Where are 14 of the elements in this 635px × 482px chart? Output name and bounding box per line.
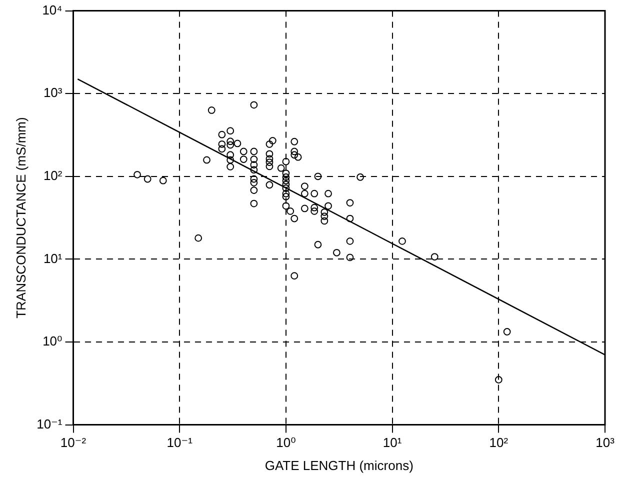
y-tick-label: 10⁰ [42,334,62,349]
y-axis-title: TRANSCONDUCTANCE (mS/mm) [13,117,28,318]
y-tick-label: 10¹ [43,250,63,266]
y-tick-label: 10² [43,168,63,183]
y-tick-label: 10⁴ [42,2,62,18]
x-tick-label: 10³ [596,435,616,450]
x-tick-label: 10⁻¹ [166,435,194,450]
y-tick-label: 10³ [43,85,63,100]
x-tick-label: 10¹ [382,435,402,450]
x-tick-label: 10² [489,435,509,450]
x-tick-label: 10⁰ [276,435,296,450]
x-axis-title: GATE LENGTH (microns) [264,458,414,473]
x-tick-label: 10⁻² [60,435,87,450]
y-tick-label: 10⁻¹ [36,416,63,432]
